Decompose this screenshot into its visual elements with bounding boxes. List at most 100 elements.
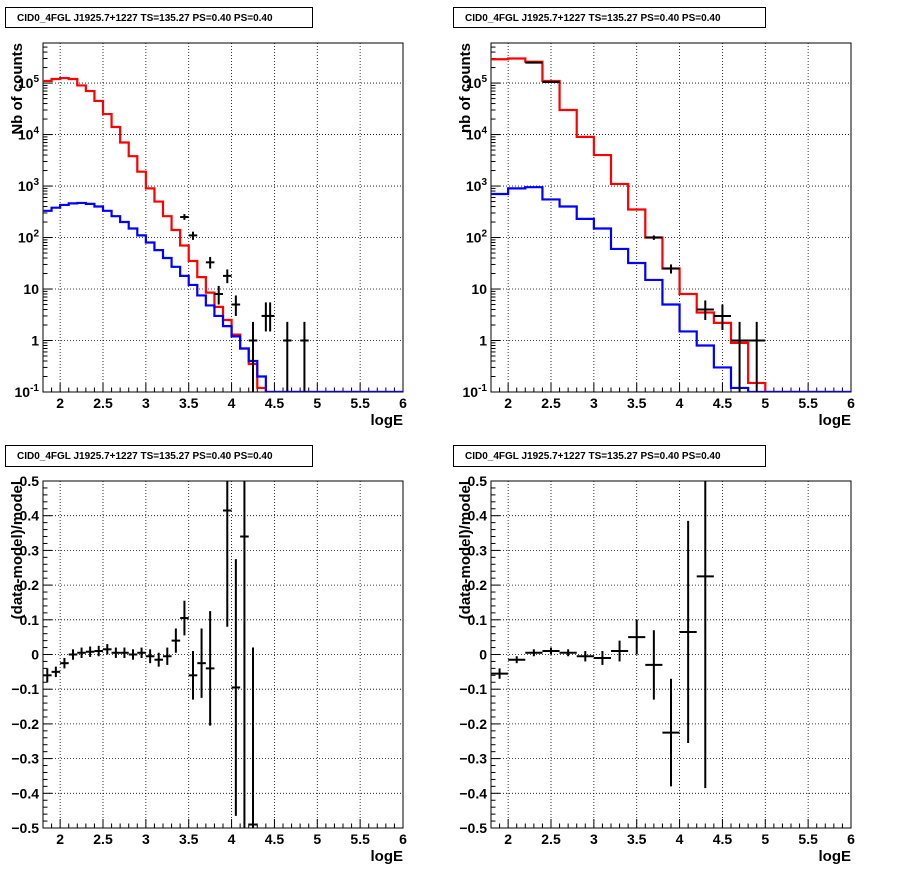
axis-ticks — [490, 42, 852, 393]
data-point — [696, 300, 714, 321]
x-tick-label: 4.5 — [713, 831, 733, 847]
x-tick-label: 3.5 — [627, 831, 647, 847]
residual-point — [231, 559, 241, 816]
chart-title-box — [453, 7, 766, 28]
grid-lines — [43, 43, 403, 392]
residual-point — [197, 628, 206, 698]
data-point — [214, 285, 223, 305]
residual-point — [111, 647, 121, 658]
residual-point — [662, 678, 680, 787]
y-tick-label: 102 — [466, 229, 488, 246]
y-tick-label: −0.2 — [11, 716, 39, 732]
x-axis-label: logE — [371, 848, 404, 865]
data-point — [180, 214, 189, 220]
residual-point — [171, 628, 181, 653]
histogram-series-2 — [43, 201, 403, 392]
chart-title: CID0_4FGL J1925.7+1227 TS=135.27 PS=0.40… — [17, 451, 273, 462]
data-point — [223, 269, 232, 284]
x-tick-label: 5 — [761, 395, 769, 411]
residual-point — [154, 652, 163, 667]
y-tick-label: 103 — [466, 177, 488, 194]
x-tick-label: 3 — [142, 395, 150, 411]
y-tick-label: 0.5 — [468, 473, 488, 489]
y-tick-label: 0.3 — [20, 542, 40, 558]
y-tick-label: −0.5 — [459, 820, 487, 836]
y-tick-label: 10 — [471, 281, 487, 297]
x-tick-label: 4 — [228, 395, 236, 411]
y-tick-label: 105 — [18, 74, 40, 91]
residual-point — [628, 619, 646, 655]
histogram-series-1 — [491, 57, 851, 392]
data-point — [283, 321, 292, 392]
x-tick-label: 4.5 — [265, 831, 285, 847]
data-point — [300, 321, 309, 392]
y-tick-label: 0.3 — [468, 542, 488, 558]
residual-point — [43, 668, 52, 683]
chart-title-box — [5, 7, 313, 28]
residual-point — [68, 649, 78, 660]
x-tick-label: 3.5 — [627, 395, 647, 411]
plot-frame — [490, 42, 852, 393]
y-tick-label: 103 — [18, 177, 40, 194]
x-tick-label: 4 — [676, 395, 684, 411]
x-tick-label: 3.5 — [179, 831, 199, 847]
residual-point — [77, 647, 86, 658]
residual-point — [103, 644, 112, 655]
axis-ticks — [490, 480, 852, 829]
data-point — [188, 231, 198, 240]
x-tick-label: 5.5 — [798, 395, 818, 411]
y-axis-label: (data-model)/model — [9, 481, 26, 619]
x-tick-label: 2.5 — [93, 395, 113, 411]
histogram-series-2 — [491, 186, 851, 392]
residual-point — [51, 666, 61, 678]
residual-point — [696, 481, 714, 789]
residual-point — [508, 656, 526, 664]
x-tick-label: 4 — [228, 831, 236, 847]
plot-frame — [42, 42, 404, 393]
data-layer — [43, 481, 258, 828]
y-tick-label: 0.1 — [20, 612, 40, 628]
x-tick-label: 5 — [761, 831, 769, 847]
chart-title-box — [5, 445, 313, 467]
y-tick-label: 0.4 — [20, 508, 40, 524]
residual-point — [85, 646, 95, 657]
y-tick-label: 0.2 — [20, 577, 40, 593]
x-tick-label: 2 — [504, 395, 512, 411]
data-point — [248, 321, 258, 392]
y-tick-label: −0.1 — [459, 681, 487, 697]
residual-point — [120, 647, 129, 658]
y-tick-label: −0.5 — [11, 820, 39, 836]
y-tick-label: −0.3 — [459, 751, 487, 767]
chart-title: CID0_4FGL J1925.7+1227 TS=135.27 PS=0.40… — [465, 451, 721, 462]
data-point — [748, 321, 766, 392]
x-tick-label: 3 — [590, 395, 598, 411]
grid-lines — [491, 43, 851, 392]
x-tick-label: 3 — [142, 831, 150, 847]
axis-ticks — [42, 480, 404, 829]
chart-panel-3: CID0_4FGL J1925.7+1227 TS=135.27 PS=0.40… — [5, 445, 407, 865]
data-layer — [491, 57, 851, 392]
y-tick-label: 104 — [18, 126, 40, 143]
residual-point — [188, 651, 198, 700]
chart-panel-2: CID0_4FGL J1925.7+1227 TS=135.27 PS=0.40… — [453, 7, 855, 429]
data-point — [525, 61, 543, 64]
x-axis-label: logE — [819, 412, 852, 429]
histogram-series-1 — [43, 76, 403, 392]
residual-point — [525, 649, 543, 657]
residual-point — [542, 647, 560, 655]
x-tick-label: 6 — [399, 395, 407, 411]
data-point — [645, 235, 663, 240]
residual-point — [679, 520, 697, 743]
x-tick-label: 4.5 — [265, 395, 285, 411]
x-tick-label: 6 — [399, 831, 407, 847]
x-tick-label: 3.5 — [179, 395, 199, 411]
y-tick-label: 0.4 — [468, 508, 488, 524]
x-axis-label: logE — [371, 412, 404, 429]
data-point — [265, 302, 275, 332]
y-axis-label: (data-model)/model — [457, 481, 474, 619]
residual-point — [223, 481, 232, 627]
y-tick-label: 0.2 — [468, 577, 488, 593]
data-point — [662, 264, 680, 274]
x-tick-label: 2 — [56, 395, 64, 411]
x-tick-label: 2 — [504, 831, 512, 847]
